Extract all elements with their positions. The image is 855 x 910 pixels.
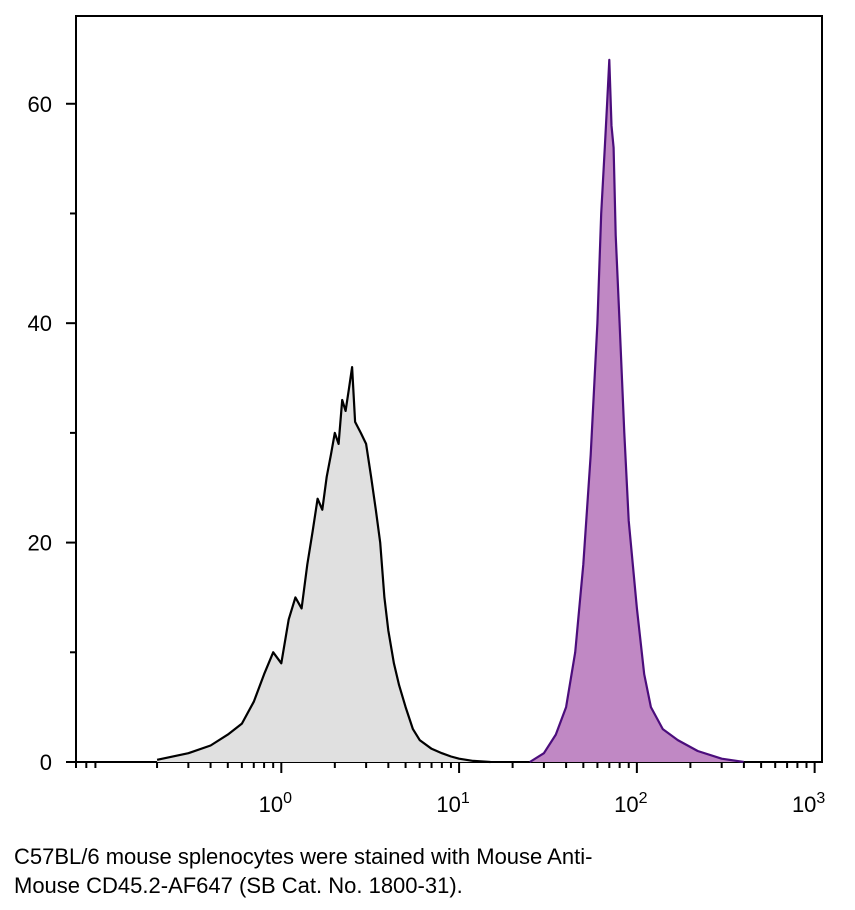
caption-line-2: Mouse CD45.2-AF647 (SB Cat. No. 1800-31)…	[14, 873, 463, 898]
x-tick-label: 103	[792, 790, 825, 817]
plot-frame	[75, 15, 823, 763]
x-tick-label: 102	[614, 790, 647, 817]
caption-line-1: C57BL/6 mouse splenocytes were stained w…	[14, 844, 593, 869]
y-tick-label: 0	[40, 750, 52, 775]
x-tick-label: 101	[436, 790, 469, 817]
figure-caption: C57BL/6 mouse splenocytes were stained w…	[14, 842, 834, 900]
series-2-area	[529, 59, 744, 762]
series-1-area	[157, 367, 491, 762]
series-layer	[156, 58, 745, 764]
series-1-line	[156, 366, 491, 764]
series-2-line	[529, 58, 745, 764]
y-tick-label: 20	[28, 531, 52, 556]
x-tick-label: 100	[259, 790, 292, 817]
histogram-chart: 0 20 40 60 100 101 102 103	[28, 15, 826, 817]
y-tick-label: 60	[28, 92, 52, 117]
axis-layer: 0 20 40 60 100 101 102 103	[28, 92, 826, 817]
y-tick-label: 40	[28, 311, 52, 336]
